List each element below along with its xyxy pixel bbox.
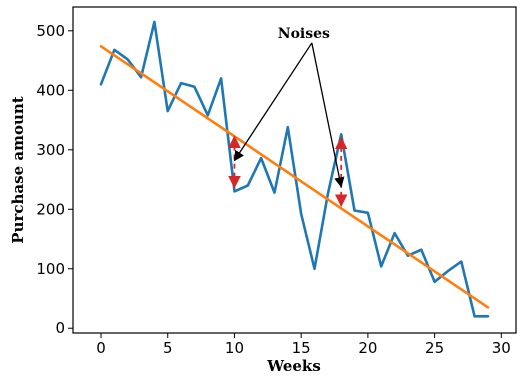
x-tick-label-3: 15 <box>292 339 311 357</box>
y-tick-label-0: 0 <box>55 319 65 337</box>
y-tick-label-5: 500 <box>36 22 65 40</box>
purchase-series-line <box>99 20 490 318</box>
y-tick-label-2: 200 <box>36 200 65 218</box>
axes-frame <box>72 6 517 334</box>
annotations: Noises <box>228 26 348 207</box>
x-tick-label-0: 0 <box>96 339 106 357</box>
trend-line <box>99 44 490 309</box>
plot-area <box>99 20 490 318</box>
x-tick-label-6: 30 <box>492 339 511 357</box>
noises-label: Noises <box>278 26 330 42</box>
noises-arrow-0 <box>233 42 313 162</box>
x-axis-title: Weeks <box>266 357 321 375</box>
y-tick-label-4: 400 <box>36 81 65 99</box>
y-tick-label-3: 300 <box>36 141 65 159</box>
x-tick-label-4: 20 <box>358 339 377 357</box>
x-tick-label-1: 5 <box>163 339 173 357</box>
y-axis-title: Purchase amount <box>9 96 27 243</box>
x-tick-label-5: 25 <box>425 339 444 357</box>
noises-arrow-1 <box>311 42 345 188</box>
y-tick-label-1: 100 <box>36 260 65 278</box>
x-tick-label-2: 10 <box>225 339 244 357</box>
